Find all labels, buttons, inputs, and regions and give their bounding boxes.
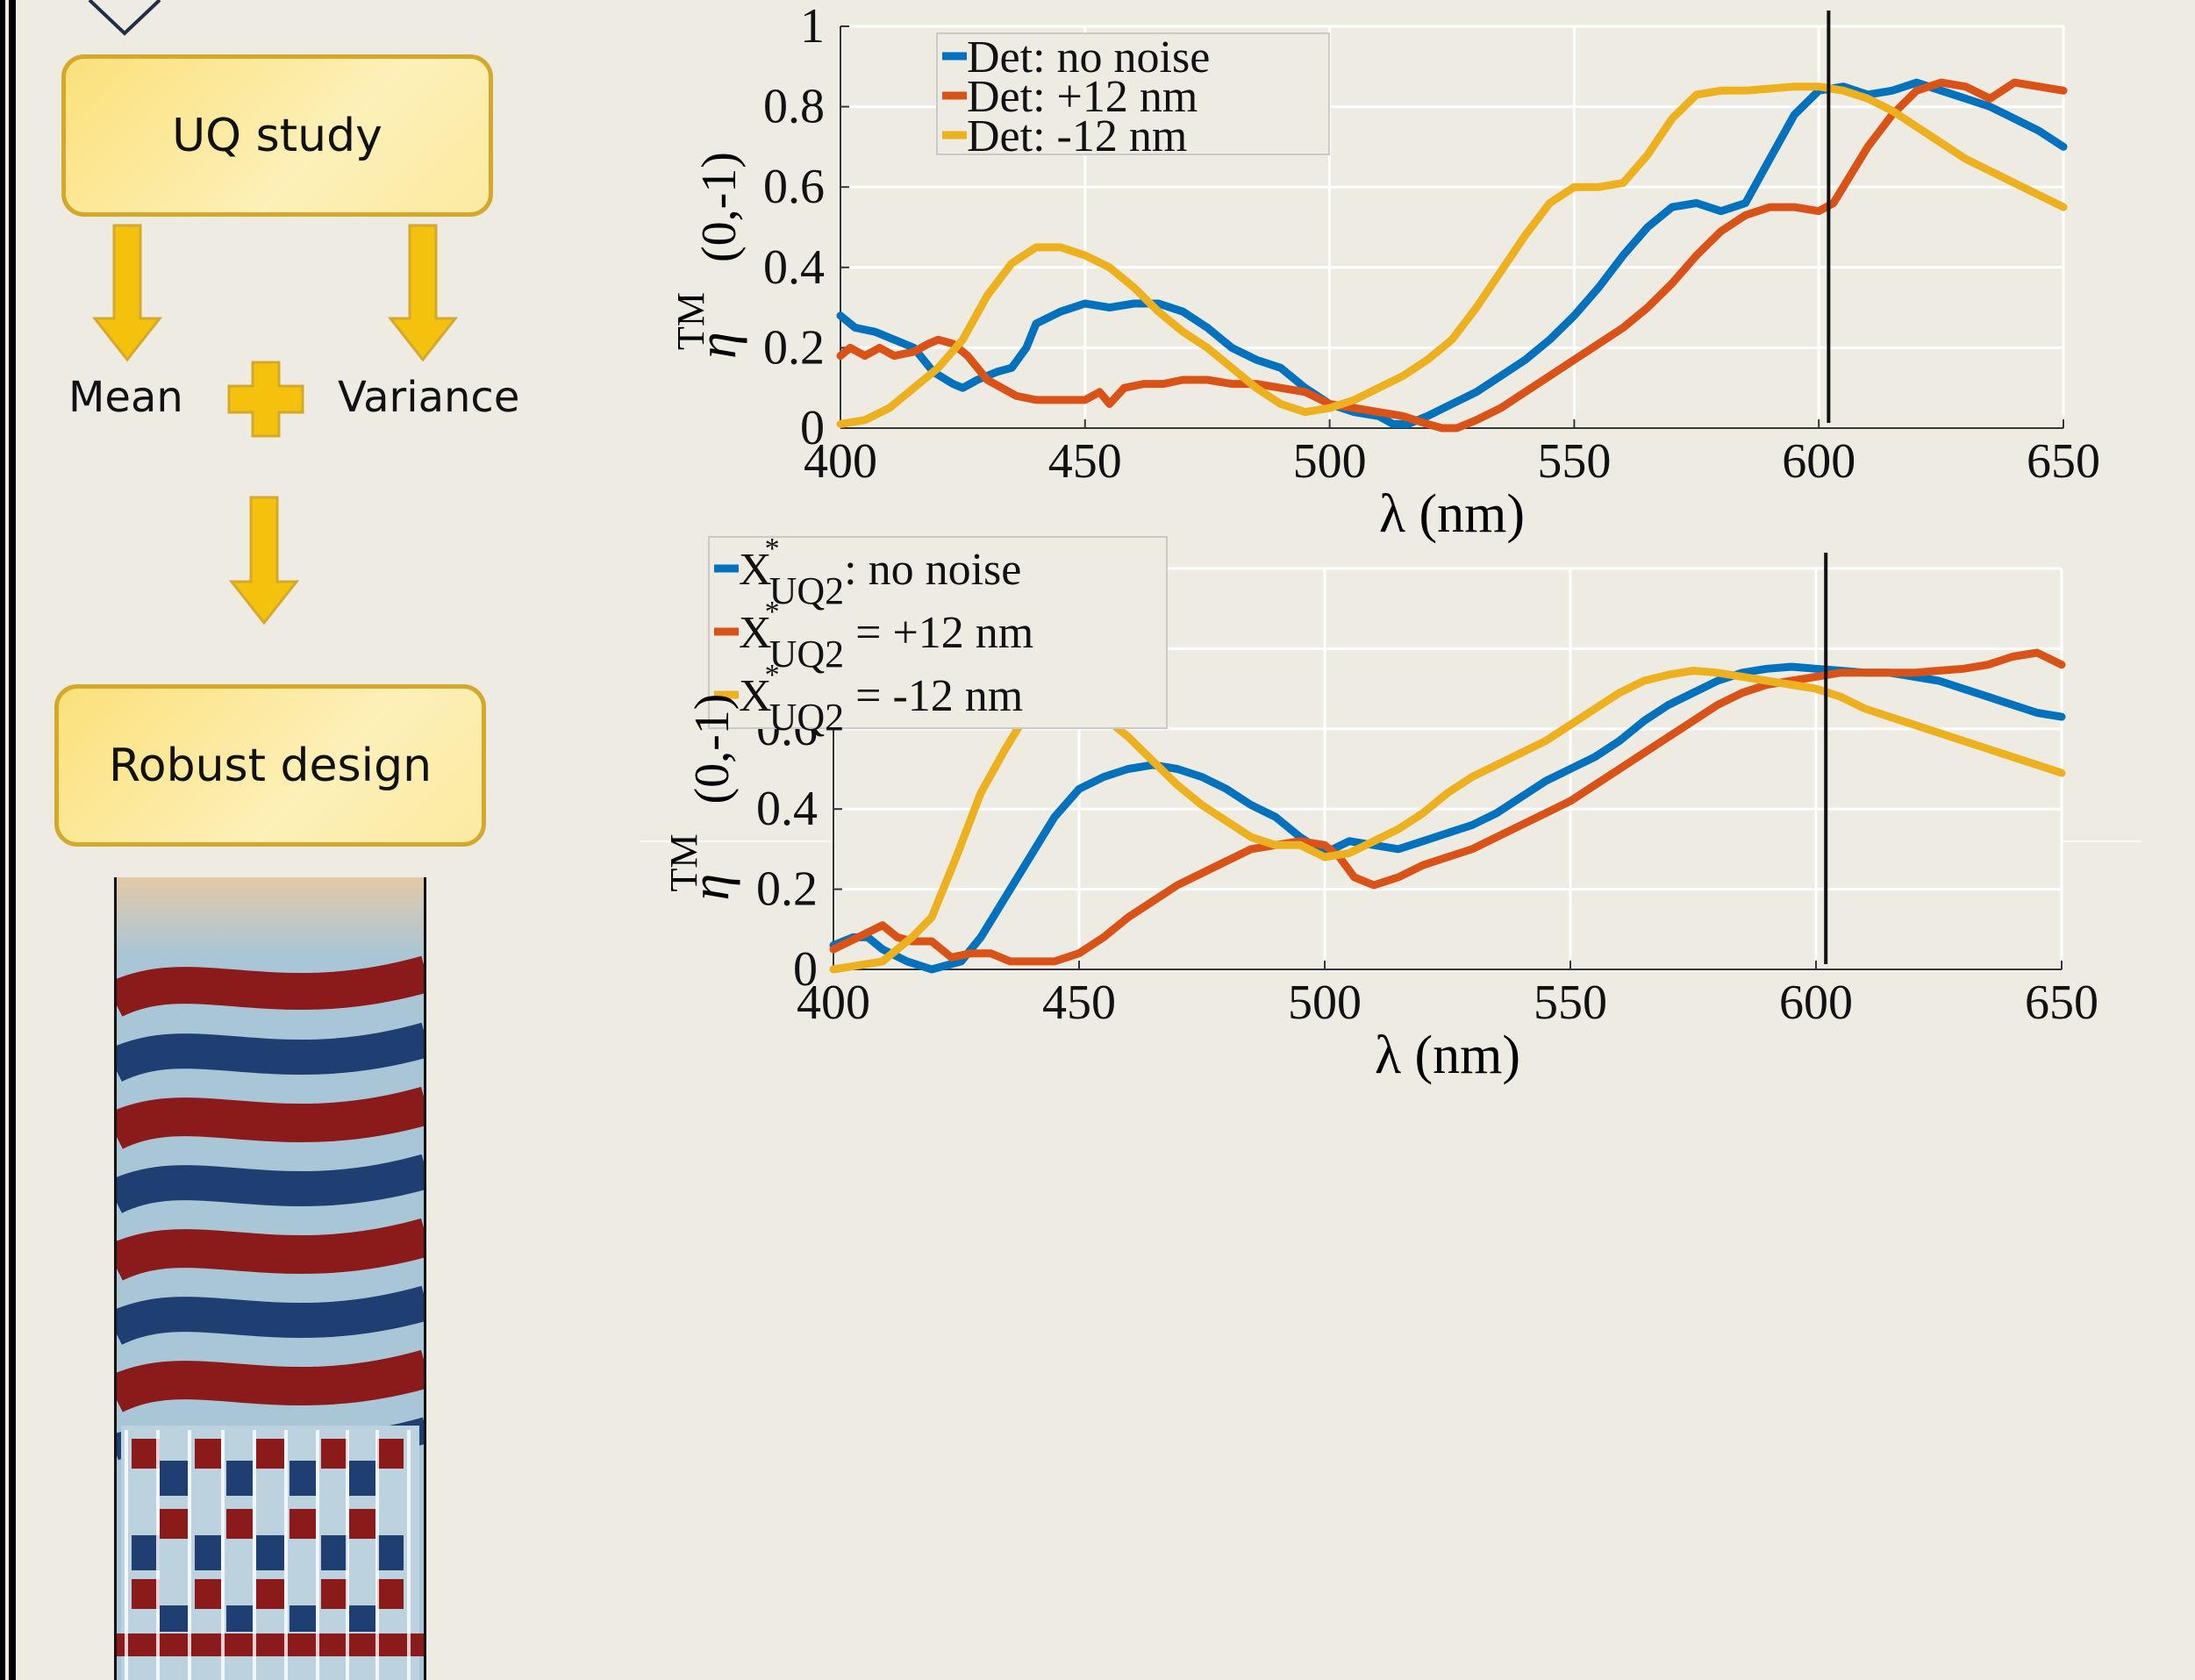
legend-entry: Det: +12 nm bbox=[967, 72, 1198, 122]
y-tick-label: 0.2 bbox=[763, 320, 825, 375]
y-tick-label: 0.2 bbox=[756, 862, 818, 917]
x-tick-label: 600 bbox=[1782, 434, 1855, 489]
x-tick-label: 400 bbox=[797, 976, 870, 1030]
y-tick-label: 0 bbox=[800, 401, 825, 455]
uq-study-label: UQ study bbox=[172, 109, 383, 162]
series-line bbox=[836, 82, 2068, 428]
y-tick-label: 0 bbox=[793, 942, 818, 997]
arrow-down-icon bbox=[228, 496, 300, 626]
x-tick-label: 550 bbox=[1534, 976, 1607, 1030]
efficiency-chart-deterministic: 400 450 500 550 600 650 0 0.2 0.4 0.6 0.8 1 Det: no… bbox=[669, 0, 2100, 544]
x-tick-label: 400 bbox=[804, 434, 877, 489]
y-axis-label-sup: TM bbox=[669, 292, 712, 350]
variance-label: Variance bbox=[338, 373, 520, 422]
y-tick-label: 0.4 bbox=[756, 782, 818, 836]
plus-icon bbox=[227, 361, 304, 438]
x-axis-label: λ (nm) bbox=[1375, 1026, 1520, 1085]
legend-entry: Det: -12 nm bbox=[967, 111, 1187, 161]
legend-entry-suffix: : no noise bbox=[844, 545, 1021, 595]
series-line bbox=[836, 78, 2068, 433]
x-tick-label: 650 bbox=[2025, 976, 2098, 1030]
legend-entry-sup: * bbox=[765, 659, 780, 691]
legend-entry-main: X bbox=[739, 671, 772, 721]
field-map-frame bbox=[114, 877, 426, 1680]
x-tick-label: 500 bbox=[1288, 976, 1362, 1030]
diamond-icon bbox=[88, 0, 161, 36]
legend-entry: X* UQ2: no noise bbox=[739, 533, 1021, 612]
legend-entry-sup: * bbox=[765, 596, 780, 628]
y-tick-label: 0.6 bbox=[763, 160, 825, 214]
robust-design-label: Robust design bbox=[108, 739, 433, 792]
x-tick-label: 450 bbox=[1042, 976, 1116, 1030]
legend-entry-suffix: = -12 nm bbox=[844, 671, 1023, 721]
legend-entry: Det: no noise bbox=[967, 32, 1210, 82]
legend-entry: X* UQ2 = +12 nm bbox=[739, 596, 1033, 676]
series-line bbox=[829, 648, 2066, 966]
y-tick-label: 1 bbox=[800, 0, 825, 54]
x-axis-label: λ (nm) bbox=[1379, 484, 1525, 544]
legend-box bbox=[708, 536, 1168, 729]
arrow-down-icon bbox=[387, 224, 459, 362]
y-axis-label: η TM (0,-1) bbox=[662, 694, 740, 901]
y-axis-label-arg: (0,-1) bbox=[692, 152, 747, 262]
legend-entry-sub: UQ2 bbox=[769, 696, 845, 739]
field-map-image bbox=[114, 877, 426, 1680]
uq-study-box: UQ study bbox=[61, 54, 493, 217]
y-tick-label: 0.4 bbox=[763, 240, 825, 295]
legend-entry-sup: * bbox=[765, 533, 780, 565]
robust-design-box: Robust design bbox=[54, 684, 486, 847]
y-axis-label: η TM (0,-1) bbox=[669, 152, 747, 359]
x-tick-label: 550 bbox=[1537, 434, 1611, 489]
y-axis-label-eta: η bbox=[688, 332, 747, 359]
x-tick-label: 600 bbox=[1779, 976, 1853, 1030]
y-axis-label-arg: (0,-1) bbox=[685, 694, 740, 804]
legend-entry-sub: UQ2 bbox=[769, 569, 845, 612]
y-axis-label-sup: TM bbox=[662, 834, 705, 892]
y-axis-label-eta: η bbox=[681, 874, 740, 901]
legend-entry-suffix: = +12 nm bbox=[844, 608, 1033, 658]
legend-box bbox=[936, 32, 1330, 155]
x-tick-label: 650 bbox=[2027, 434, 2100, 489]
mean-label: Mean bbox=[68, 373, 183, 422]
x-tick-label: 450 bbox=[1048, 434, 1122, 489]
legend-entry-main: X bbox=[739, 608, 772, 658]
y-tick-label: 0.8 bbox=[763, 80, 825, 134]
legend-entry-sub: UQ2 bbox=[769, 633, 845, 676]
x-tick-label: 500 bbox=[1293, 434, 1367, 489]
arrow-down-icon bbox=[91, 224, 163, 362]
legend-entry-main: X bbox=[739, 545, 772, 595]
left-edge-bar bbox=[0, 0, 16, 1680]
legend-entry: X* UQ2 = -12 nm bbox=[739, 659, 1023, 739]
